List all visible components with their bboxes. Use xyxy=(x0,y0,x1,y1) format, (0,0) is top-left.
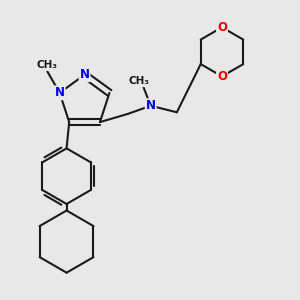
Text: CH₃: CH₃ xyxy=(37,60,58,70)
Text: CH₃: CH₃ xyxy=(129,76,150,86)
Text: N: N xyxy=(55,86,65,99)
Text: O: O xyxy=(217,70,227,83)
Text: O: O xyxy=(217,21,227,34)
Text: N: N xyxy=(80,68,90,81)
Text: N: N xyxy=(146,99,156,112)
